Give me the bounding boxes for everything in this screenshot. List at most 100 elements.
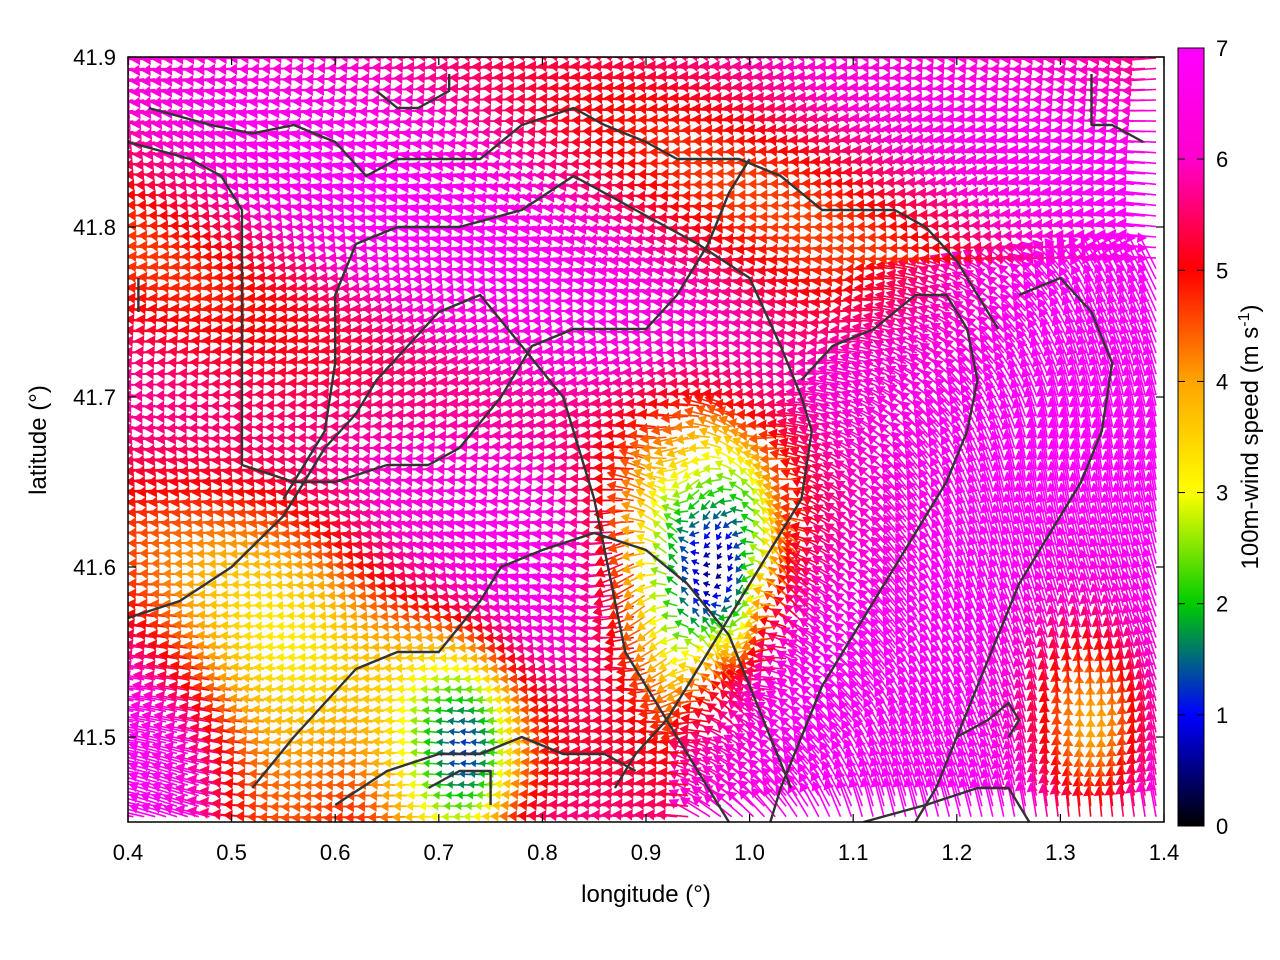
wind-arrow — [128, 766, 156, 776]
wind-arrow — [139, 770, 178, 786]
wind-arrow — [436, 738, 449, 747]
wind-arrow — [128, 770, 145, 776]
wind-arrow — [128, 791, 145, 797]
wind-arrow — [128, 776, 156, 786]
wind-arrow — [422, 716, 439, 726]
wind-arrow — [658, 746, 689, 758]
wind-arrow — [422, 769, 439, 779]
wind-arrow — [348, 725, 373, 737]
wind-arrow — [840, 709, 863, 744]
wind-arrow — [436, 759, 449, 768]
wind-arrow — [921, 726, 940, 765]
wind-arrow — [409, 748, 428, 758]
wind-arrow — [359, 747, 384, 758]
wind-arrow — [954, 716, 972, 754]
wind-arrow — [900, 726, 918, 765]
wind-arrow — [889, 736, 907, 775]
wind-arrow — [878, 736, 896, 775]
wind-arrow — [637, 725, 667, 737]
wind-arrow — [989, 697, 1005, 733]
wind-arrow — [422, 759, 439, 768]
wind-arrow — [128, 739, 145, 744]
wind-arrow — [910, 726, 929, 765]
wind-arrow — [656, 809, 689, 821]
wind-arrow — [911, 736, 929, 775]
wind-arrow — [128, 801, 145, 807]
wind-arrow — [658, 756, 689, 768]
wind-arrow — [284, 715, 308, 726]
wind-arrow — [128, 803, 156, 818]
wind-arrow — [128, 812, 145, 818]
wind-arrow — [922, 736, 940, 775]
wind-arrow — [944, 736, 961, 775]
wind-arrow — [691, 796, 722, 818]
wind-arrow — [423, 727, 439, 736]
wind-arrow — [723, 744, 754, 765]
wind-arrow — [458, 717, 471, 726]
wind-arrow — [447, 717, 460, 726]
wind-arrow — [468, 717, 482, 726]
wind-arrow — [128, 728, 145, 734]
wind-arrow — [446, 780, 460, 789]
wind-arrow — [128, 792, 156, 807]
wind-arrow — [702, 775, 733, 797]
wind-arrow — [448, 759, 460, 768]
wind-arrow — [815, 712, 842, 744]
wind-arrow — [762, 776, 787, 807]
wind-arrow — [128, 750, 167, 765]
wind-arrow — [702, 725, 733, 744]
wind-arrow — [273, 715, 297, 726]
wind-arrow — [878, 726, 896, 765]
wind-arrow — [470, 738, 482, 747]
wind-arrow — [128, 718, 145, 723]
wind-arrow — [436, 727, 449, 736]
wind-arrow — [459, 738, 471, 747]
wind-arrow — [966, 716, 983, 754]
wind-arrow — [773, 765, 798, 797]
wind-arrow — [459, 759, 471, 768]
wind-arrows — [128, 57, 1157, 822]
wind-arrow — [128, 780, 145, 786]
wind-arrow — [657, 777, 689, 789]
wind-arrow — [128, 759, 145, 765]
wind-arrow — [410, 727, 428, 736]
wind-arrow — [469, 727, 482, 736]
wind-arrow — [826, 701, 853, 733]
wind-arrow — [349, 715, 373, 726]
wind-arrow — [713, 764, 744, 786]
wind-arrow — [679, 724, 711, 736]
wind-arrow — [360, 725, 384, 737]
wind-arrow — [128, 746, 156, 755]
wind-arrow — [128, 756, 156, 765]
wind-arrow — [734, 733, 765, 755]
wind-arrow — [900, 736, 918, 775]
wind-arrow — [128, 736, 156, 744]
wind-arrow — [435, 717, 449, 726]
wind-arrow — [360, 715, 384, 726]
wind-arrow — [129, 802, 167, 818]
wind-arrow — [889, 726, 907, 765]
wind-arrow — [262, 715, 286, 726]
wind-arrow — [656, 798, 689, 810]
wind-arrow — [448, 738, 460, 747]
wind-arrow — [359, 736, 384, 747]
wind-arrow — [668, 799, 700, 818]
wind-arrow — [128, 787, 156, 797]
wind-arrow — [459, 728, 471, 736]
wind-arrow — [458, 770, 471, 778]
wind-arrow — [784, 754, 809, 786]
wind-arrow — [851, 698, 874, 733]
wind-arrow — [457, 780, 471, 789]
wind-arrow — [678, 734, 711, 746]
wind-arrow — [435, 770, 449, 779]
wind-arrow — [782, 745, 809, 776]
wind-arrow — [448, 728, 460, 736]
wind-arrow — [723, 725, 754, 744]
wind-arrow — [469, 759, 482, 768]
wind-arrow — [977, 707, 994, 744]
wind-arrow — [797, 762, 820, 797]
wind-arrow — [128, 770, 167, 786]
wind-arrow — [128, 749, 145, 755]
wind-arrow — [657, 787, 689, 800]
